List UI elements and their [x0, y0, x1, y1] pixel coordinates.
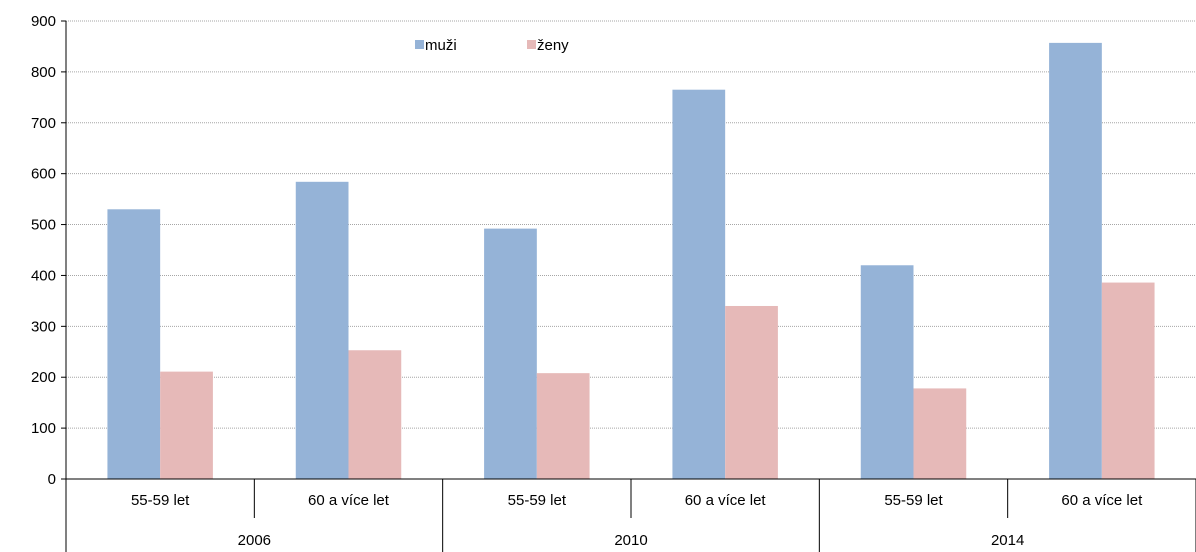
legend-label-zeny: ženy: [537, 37, 569, 54]
bar-zeny: [160, 371, 213, 479]
x-group-label: 2014: [991, 532, 1024, 549]
y-tick-label: 400: [31, 267, 56, 284]
bar-muzi: [860, 265, 914, 479]
bar-muzi: [672, 89, 726, 479]
bar-zeny: [1101, 282, 1155, 479]
legend: muži ženy: [415, 37, 569, 54]
x-category-label: 55-59 let: [131, 492, 190, 509]
x-category-label: 60 a více let: [308, 492, 390, 509]
y-tick-label: 900: [31, 13, 56, 30]
x-category-label: 55-59 let: [508, 492, 567, 509]
y-tick-label: 800: [31, 64, 56, 81]
gridlines: [66, 20, 1196, 429]
bar-zeny: [913, 388, 967, 479]
bar-zeny: [536, 373, 590, 479]
bar-zeny: [725, 305, 778, 479]
bar-zeny: [348, 350, 402, 479]
x-axis-categories: 55-59 let 60 a více let 55-59 let 60 a více…: [65, 479, 1196, 552]
bar-muzi: [107, 209, 161, 480]
y-tick-label: 700: [31, 115, 56, 132]
y-tick-label: 300: [31, 318, 56, 335]
bars: [107, 42, 1155, 480]
y-tick-label: 500: [31, 217, 56, 234]
bar-muzi: [484, 228, 537, 479]
y-tick-label: 200: [31, 369, 56, 386]
x-category-label: 60 a více let: [1061, 492, 1143, 509]
y-tick-label: 0: [48, 471, 56, 488]
legend-label-muzi: muži: [425, 37, 457, 54]
x-category-label: 60 a více let: [685, 492, 767, 509]
x-category-label: 55-59 let: [884, 492, 943, 509]
legend-swatch-zeny: [527, 40, 536, 49]
x-group-label: 2006: [238, 532, 271, 549]
axes: [65, 21, 1196, 480]
y-tick-label: 100: [31, 420, 56, 437]
legend-swatch-muzi: [415, 40, 424, 49]
bar-muzi: [1049, 42, 1102, 479]
bar-muzi: [295, 181, 349, 479]
y-axis-ticks: 0 100 200 300 400 500 600 700 800 900: [31, 13, 66, 488]
y-tick-label: 600: [31, 166, 56, 183]
x-group-label: 2010: [614, 532, 647, 549]
